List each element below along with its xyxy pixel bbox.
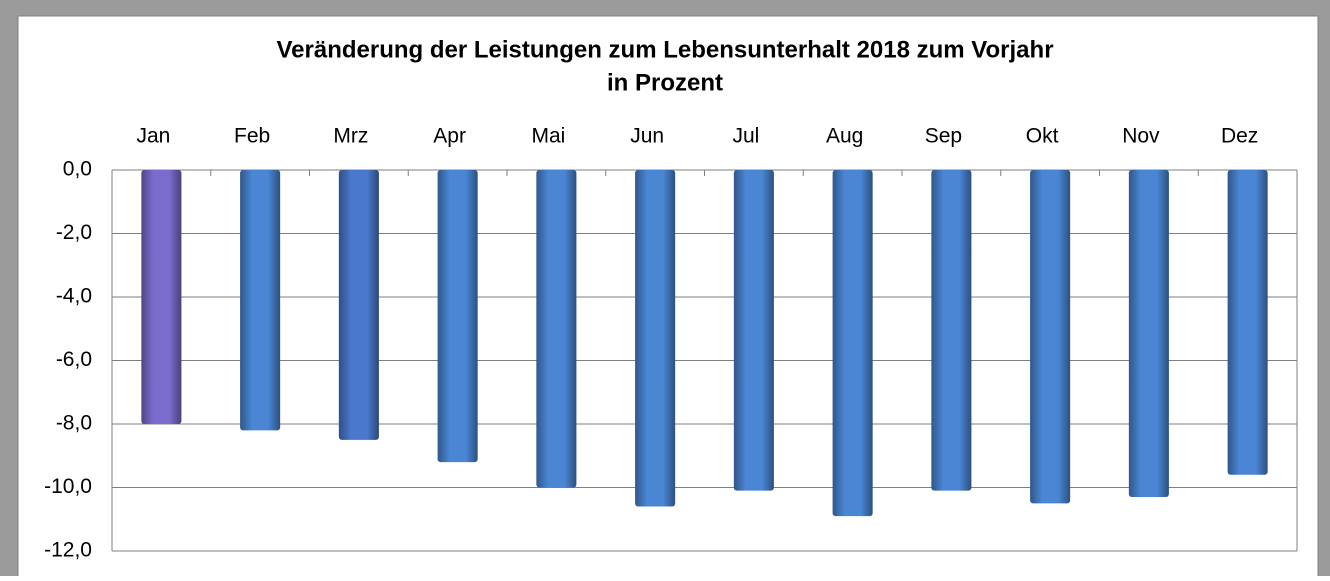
x-tick-label: Mai [531, 125, 565, 148]
x-tick-label: Feb [234, 125, 270, 148]
x-tick-label: Jan [136, 125, 170, 148]
bar [536, 170, 577, 488]
bar [1030, 170, 1071, 504]
bar [437, 170, 478, 463]
x-tick-label: Okt [1026, 125, 1059, 148]
y-tick-label: -2,0 [56, 221, 92, 244]
bar [635, 170, 676, 507]
bar [1128, 170, 1169, 498]
x-tick-label: Dez [1221, 125, 1258, 148]
x-tick-label: Nov [1122, 125, 1160, 148]
x-tick-label: Apr [433, 125, 466, 148]
chart-title: Veränderung der Leistungen zum Lebensunt… [276, 36, 1053, 63]
x-tick-label: Jul [732, 125, 759, 148]
bar [240, 170, 281, 431]
bar [832, 170, 873, 517]
y-tick-label: -4,0 [56, 285, 92, 308]
bar [141, 170, 182, 424]
bar [733, 170, 774, 491]
y-tick-label: -8,0 [56, 412, 92, 435]
x-tick-label: Sep [925, 125, 962, 148]
chart-subtitle: in Prozent [607, 69, 723, 96]
x-tick-label: Jun [630, 125, 664, 148]
x-tick-label: Mrz [333, 125, 368, 148]
y-tick-label: -6,0 [56, 348, 92, 371]
x-tick-label: Aug [826, 125, 863, 148]
bar [1227, 170, 1268, 475]
bar [338, 170, 379, 440]
y-tick-label: -12,0 [44, 539, 92, 562]
y-tick-label: -10,0 [44, 475, 92, 498]
y-tick-label: 0,0 [63, 158, 92, 181]
bar [931, 170, 972, 491]
